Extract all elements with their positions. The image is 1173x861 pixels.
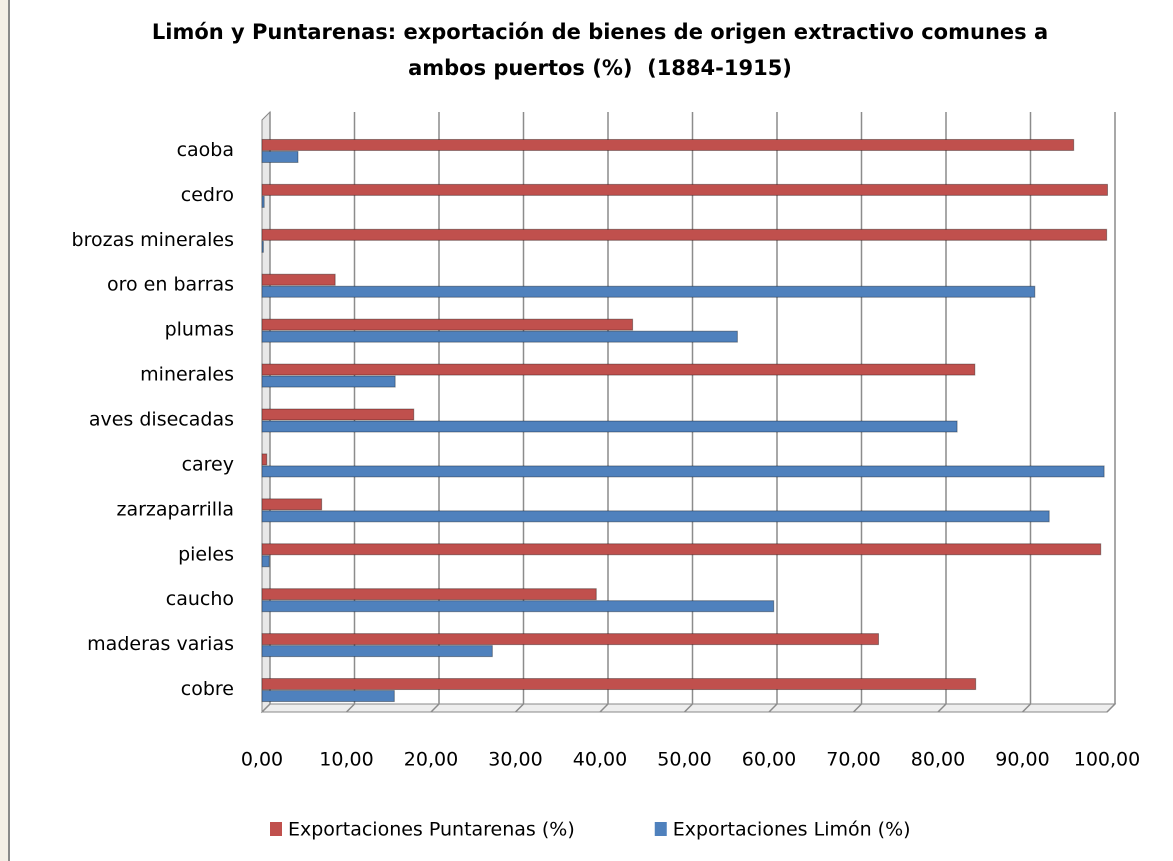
bar (261, 375, 396, 388)
chart: 0,00 10,00 20,00 30,00 40,00 50,00 60,00 70,00 8… (72, 110, 1140, 841)
grid-line (1021, 112, 1032, 713)
grid-line (430, 112, 440, 713)
bar (261, 543, 1102, 556)
bar (261, 588, 597, 601)
y-tick-label: brozas minerales (72, 229, 234, 251)
bar (261, 465, 1105, 478)
x-tick-label: 20,00 (404, 749, 458, 771)
bar (261, 678, 977, 691)
y-tick-label: aves disecadas (89, 409, 234, 431)
bar (261, 498, 323, 511)
y-tick-label: cobre (181, 678, 234, 700)
bar (261, 330, 738, 343)
y-tick-label: cedro (181, 184, 234, 206)
x-tick-label: 10,00 (319, 749, 373, 771)
grid-line (514, 112, 525, 713)
grid-line (261, 112, 271, 713)
y-tick-label: oro en barras (107, 274, 234, 296)
bar (261, 318, 634, 331)
y-tick-label: pieles (178, 543, 234, 565)
y-tick-label: caucho (166, 588, 234, 610)
legend-swatch (654, 822, 667, 836)
x-tick-label: 100,00 (1074, 749, 1140, 771)
grid-line (599, 112, 609, 713)
bar (261, 453, 268, 466)
grid-line (345, 112, 356, 713)
x-tick-label: 90,00 (995, 749, 1049, 771)
bar (261, 600, 775, 613)
grid-line (768, 112, 778, 713)
x-tick-label: 80,00 (911, 749, 965, 771)
x-tick-label: 0,00 (241, 749, 283, 771)
grid-line (1106, 112, 1116, 713)
grid-line (683, 112, 694, 713)
y-tick-label: carey (182, 453, 234, 475)
legend-label: Exportaciones Puntarenas (%) (288, 819, 575, 841)
bar (261, 690, 395, 703)
bar (261, 633, 880, 646)
y-tick-label: minerales (140, 364, 234, 386)
legend-swatch (270, 822, 282, 836)
y-tick-label: plumas (165, 319, 234, 341)
grid-line (852, 112, 863, 713)
bar (261, 240, 264, 253)
y-tick-label: caoba (177, 139, 234, 161)
bar (261, 363, 976, 376)
grid-line (937, 112, 947, 713)
bar (261, 150, 299, 163)
bar (261, 273, 336, 286)
x-tick-label: 70,00 (826, 749, 880, 771)
y-tick-label: zarzaparrilla (116, 498, 234, 520)
x-tick-label: 60,00 (742, 749, 796, 771)
x-tick-label: 50,00 (657, 749, 711, 771)
bar (261, 420, 958, 433)
x-tick-label: 30,00 (488, 749, 542, 771)
bar (261, 408, 415, 421)
bar (261, 555, 270, 568)
x-tick-label: 40,00 (573, 749, 627, 771)
chart-title: Limón y Puntarenas: exportación de biene… (151, 20, 1056, 80)
bar (261, 645, 493, 658)
bar (261, 228, 1108, 241)
legend-label: Exportaciones Limón (%) (673, 819, 911, 841)
bar (261, 285, 1036, 298)
bar (261, 183, 1108, 196)
y-tick-label: maderas varias (87, 633, 234, 655)
bar (261, 138, 1075, 151)
bar (261, 510, 1050, 523)
bar (261, 195, 265, 208)
chart-panel: Limón y Puntarenas: exportación de biene… (8, 0, 1173, 861)
